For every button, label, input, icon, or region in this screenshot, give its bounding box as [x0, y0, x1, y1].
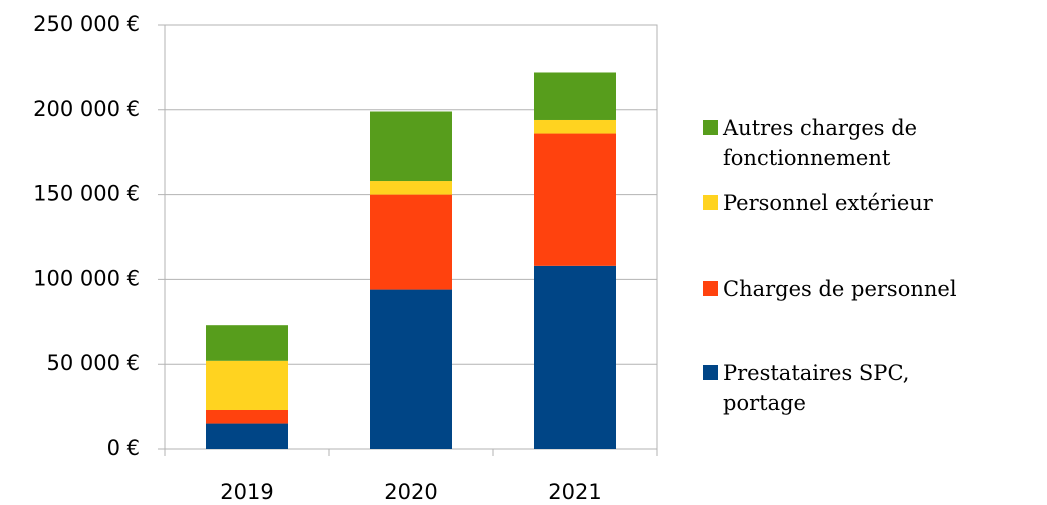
bar-segment	[206, 360, 288, 410]
bar-segment	[370, 194, 452, 290]
legend-label: Charges de personnel	[723, 277, 957, 301]
x-tick-label: 2020	[384, 480, 437, 504]
bar-segment	[534, 72, 616, 120]
legend-label: Prestataires SPC, portage	[723, 361, 910, 415]
bar-segment	[206, 423, 288, 449]
y-tick-label: 0 €	[107, 436, 140, 460]
legend-swatch	[703, 281, 718, 296]
legend-swatch	[703, 120, 718, 135]
bar-segment	[534, 133, 616, 266]
bar-segment	[370, 181, 452, 195]
legend-item: Personnel extérieur	[703, 188, 1043, 218]
x-tick-label: 2021	[548, 480, 601, 504]
legend-item: Prestataires SPC, portage	[703, 358, 1043, 418]
bar-segment	[534, 119, 616, 134]
bar-segment	[370, 289, 452, 449]
legend-label: Personnel extérieur	[723, 191, 933, 215]
legend-item: Autres charges de fonctionnement	[703, 113, 1043, 173]
legend-item: Charges de personnel	[703, 274, 1043, 304]
bar-segment	[370, 111, 452, 182]
bar-segment	[534, 265, 616, 449]
legend-label: Autres charges de fonctionnement	[723, 116, 918, 170]
y-tick-label: 100 000 €	[33, 266, 140, 290]
bar-segment	[206, 409, 288, 424]
bar-segment	[206, 325, 288, 361]
y-tick-label: 250 000 €	[33, 12, 140, 36]
x-tick-label: 2019	[220, 480, 273, 504]
y-tick-label: 200 000 €	[33, 97, 140, 121]
legend-swatch	[703, 195, 718, 210]
legend-swatch	[703, 365, 718, 380]
y-tick-label: 150 000 €	[33, 182, 140, 206]
y-tick-label: 50 000 €	[46, 351, 140, 375]
